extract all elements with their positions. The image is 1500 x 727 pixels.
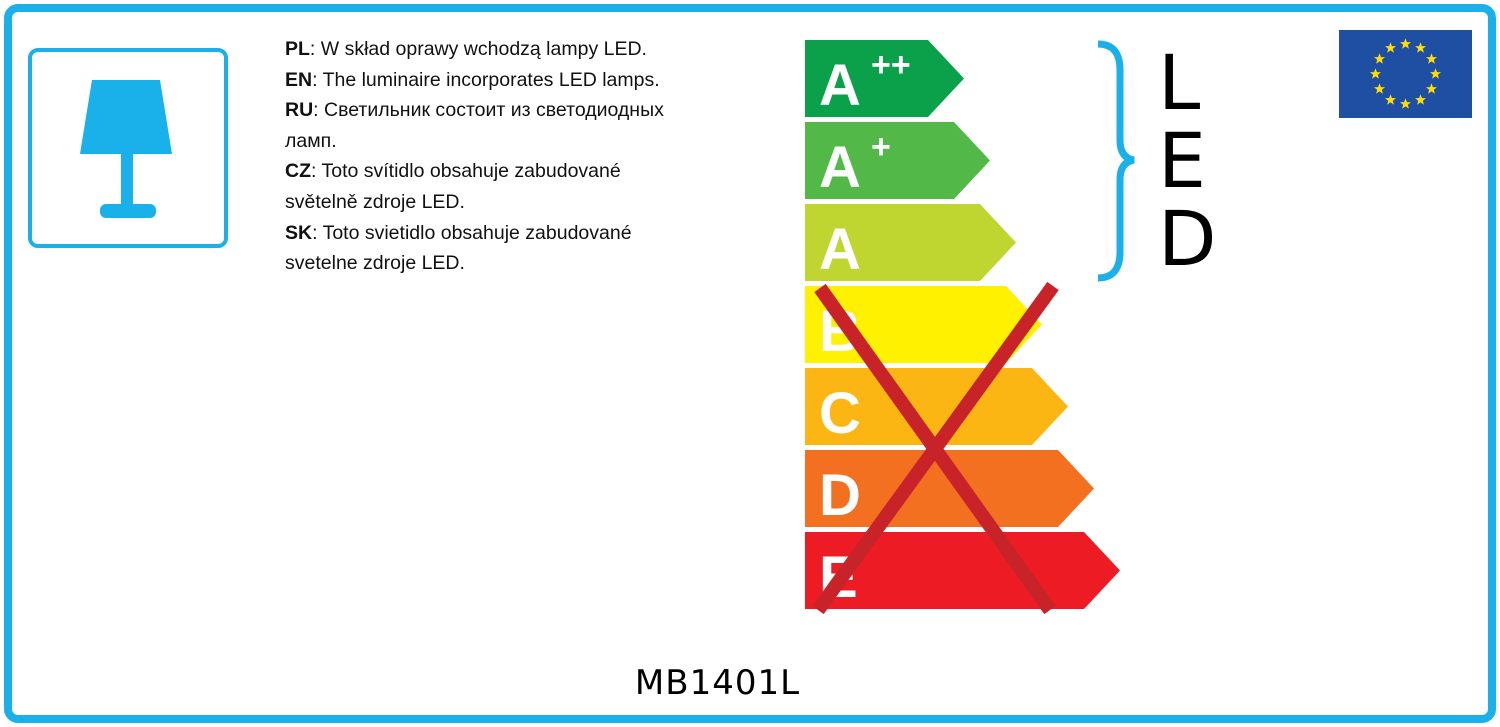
text-content: světelně zdroje LED. bbox=[285, 190, 465, 213]
star-icon bbox=[1400, 98, 1411, 109]
star-icon bbox=[1430, 68, 1441, 79]
text-content: W skład oprawy wchodzą lampy LED. bbox=[320, 38, 647, 60]
text-content: Toto svietidlo obsahuje zabudované bbox=[322, 221, 632, 244]
energy-class-bar-5 bbox=[805, 450, 1094, 527]
declaration-text: PL: W skład oprawy wchodzą lampy LED. EN:… bbox=[285, 34, 785, 279]
star-icon bbox=[1385, 42, 1396, 53]
star-icon bbox=[1374, 53, 1385, 64]
language-code: PL bbox=[285, 38, 310, 60]
text-line-sk: SK: Toto svietidlo obsahuje zabudované bbox=[285, 221, 632, 244]
text-line-ru: RU: Светильник состоит из светодиодных bbox=[285, 99, 664, 122]
brace-icon bbox=[1097, 40, 1135, 282]
star-icon bbox=[1415, 94, 1426, 105]
energy-class-letter: D bbox=[819, 463, 861, 528]
energy-class-bar-0 bbox=[805, 40, 964, 117]
model-number: MB1401L bbox=[634, 663, 801, 703]
text-line-cz: světelně zdroje LED. bbox=[285, 187, 785, 218]
table-lamp-icon bbox=[80, 80, 172, 218]
led-label: L E D bbox=[1158, 44, 1228, 278]
energy-class-sup: + bbox=[871, 128, 891, 166]
star-icon bbox=[1400, 38, 1411, 49]
star-icon bbox=[1374, 83, 1385, 94]
star-icon bbox=[1385, 94, 1396, 105]
energy-class-bar-1 bbox=[805, 122, 990, 199]
star-icon bbox=[1426, 53, 1437, 64]
star-icon bbox=[1370, 68, 1381, 79]
led-letter: L bbox=[1158, 38, 1201, 127]
language-code: RU bbox=[285, 99, 314, 122]
text-line-en: EN: The luminaire incorporates LED lamps… bbox=[285, 68, 660, 91]
cross-line bbox=[812, 281, 1059, 615]
led-letter: E bbox=[1158, 116, 1207, 205]
lamp-icon-box bbox=[28, 48, 228, 248]
star-icon bbox=[1426, 83, 1437, 94]
text-content: Светильник состоит из светодиодных bbox=[324, 99, 664, 122]
eu-flag-icon bbox=[1339, 30, 1472, 118]
energy-class-letter: C bbox=[819, 381, 861, 446]
label-frame bbox=[4, 4, 1496, 723]
energy-class-letter: A bbox=[819, 53, 861, 118]
language-code: CZ bbox=[285, 160, 311, 183]
text-line-cz: CZ: Toto svítidlo obsahuje zabudované bbox=[285, 160, 621, 183]
text-line-pl: PL: W skład oprawy wchodzą lampy LED. bbox=[285, 38, 647, 60]
language-code: SK bbox=[285, 221, 313, 244]
star-icon bbox=[1415, 42, 1426, 53]
energy-class-bar-4 bbox=[805, 368, 1068, 445]
text-line-ru: ламп. bbox=[285, 126, 785, 157]
text-content: The luminaire incorporates LED lamps. bbox=[322, 68, 660, 91]
energy-class-bar-2 bbox=[805, 204, 1016, 281]
text-line-sk: svetelne zdroje LED. bbox=[285, 248, 785, 279]
energy-class-letter: A bbox=[819, 135, 861, 200]
led-letter: D bbox=[1158, 194, 1217, 283]
language-code: EN bbox=[285, 68, 313, 91]
text-content: Toto svítidlo obsahuje zabudované bbox=[321, 160, 621, 183]
energy-class-letter: A bbox=[819, 217, 861, 282]
text-content: ламп. bbox=[285, 129, 337, 152]
text-content: svetelne zdroje LED. bbox=[285, 252, 465, 275]
energy-class-sup: ++ bbox=[871, 46, 911, 84]
